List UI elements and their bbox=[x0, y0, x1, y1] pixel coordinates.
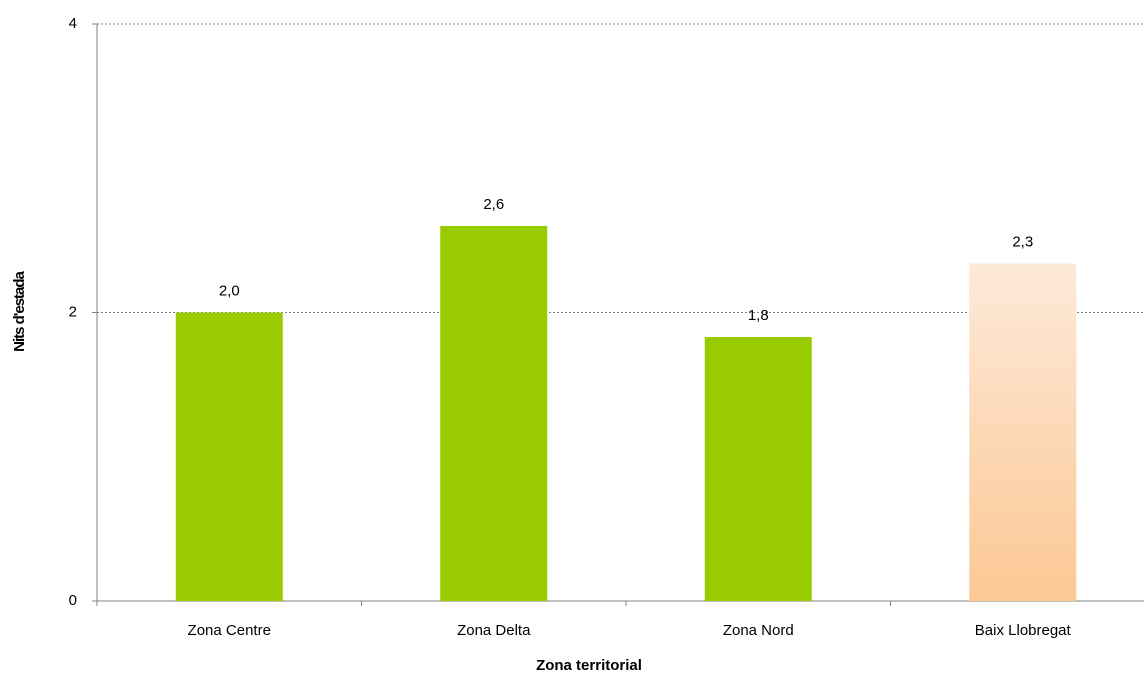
x-tick-label: Zona Nord bbox=[723, 622, 794, 639]
value-label: 2,6 bbox=[483, 196, 504, 213]
value-label: 1,8 bbox=[748, 307, 769, 324]
value-label: 2,3 bbox=[1012, 233, 1033, 250]
bar bbox=[704, 337, 812, 601]
y-tick-label: 0 bbox=[69, 592, 77, 609]
y-axis-title: Nits d'estada bbox=[11, 270, 28, 351]
y-tick-label: 4 bbox=[69, 15, 77, 32]
x-tick-label: Zona Centre bbox=[188, 622, 271, 639]
value-label: 2,0 bbox=[219, 282, 240, 299]
bar bbox=[175, 312, 283, 601]
bar bbox=[969, 263, 1077, 601]
x-axis-title: Zona territorial bbox=[536, 657, 642, 674]
x-tick-label: Zona Delta bbox=[457, 622, 531, 639]
bar bbox=[440, 225, 548, 601]
y-tick-label: 2 bbox=[69, 303, 77, 320]
x-tick-label: Baix Llobregat bbox=[975, 622, 1072, 639]
